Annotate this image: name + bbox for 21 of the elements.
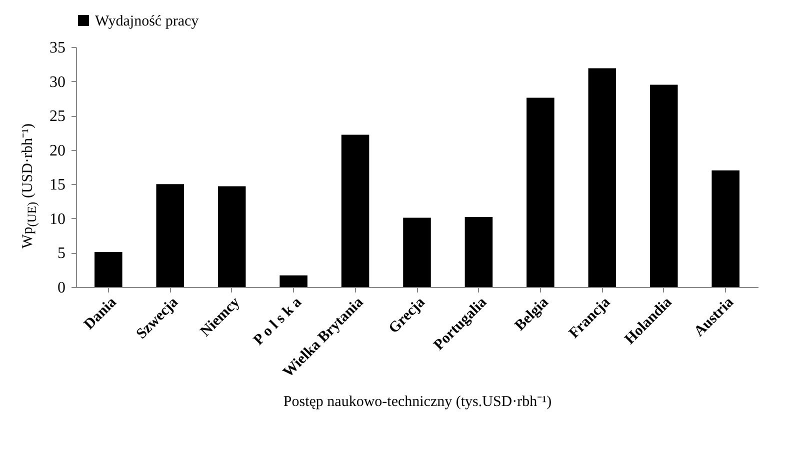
y-tick-label: 5 (58, 245, 66, 262)
y-tick-label: 25 (50, 108, 66, 126)
bar (341, 134, 370, 287)
bar (464, 217, 493, 287)
bar (94, 252, 122, 287)
y-tick-label: 30 (50, 74, 66, 91)
bar (156, 184, 184, 287)
x-axis-title: Postęp naukowo-techniczny (tys.USD·rbh⁻¹) (283, 394, 552, 410)
bar (403, 218, 431, 287)
bar (526, 98, 554, 287)
legend-label: Wydajność pracy (95, 14, 200, 30)
y-tick-label: 0 (58, 280, 66, 296)
bar (650, 84, 678, 287)
y-tick-label: 35 (50, 40, 66, 56)
bar (588, 68, 616, 287)
bar (712, 170, 740, 287)
bar (280, 275, 308, 287)
y-tick-label: 15 (50, 176, 66, 194)
y-tick-label: 20 (50, 142, 66, 160)
bar (218, 186, 246, 287)
y-tick-label: 10 (50, 210, 66, 228)
